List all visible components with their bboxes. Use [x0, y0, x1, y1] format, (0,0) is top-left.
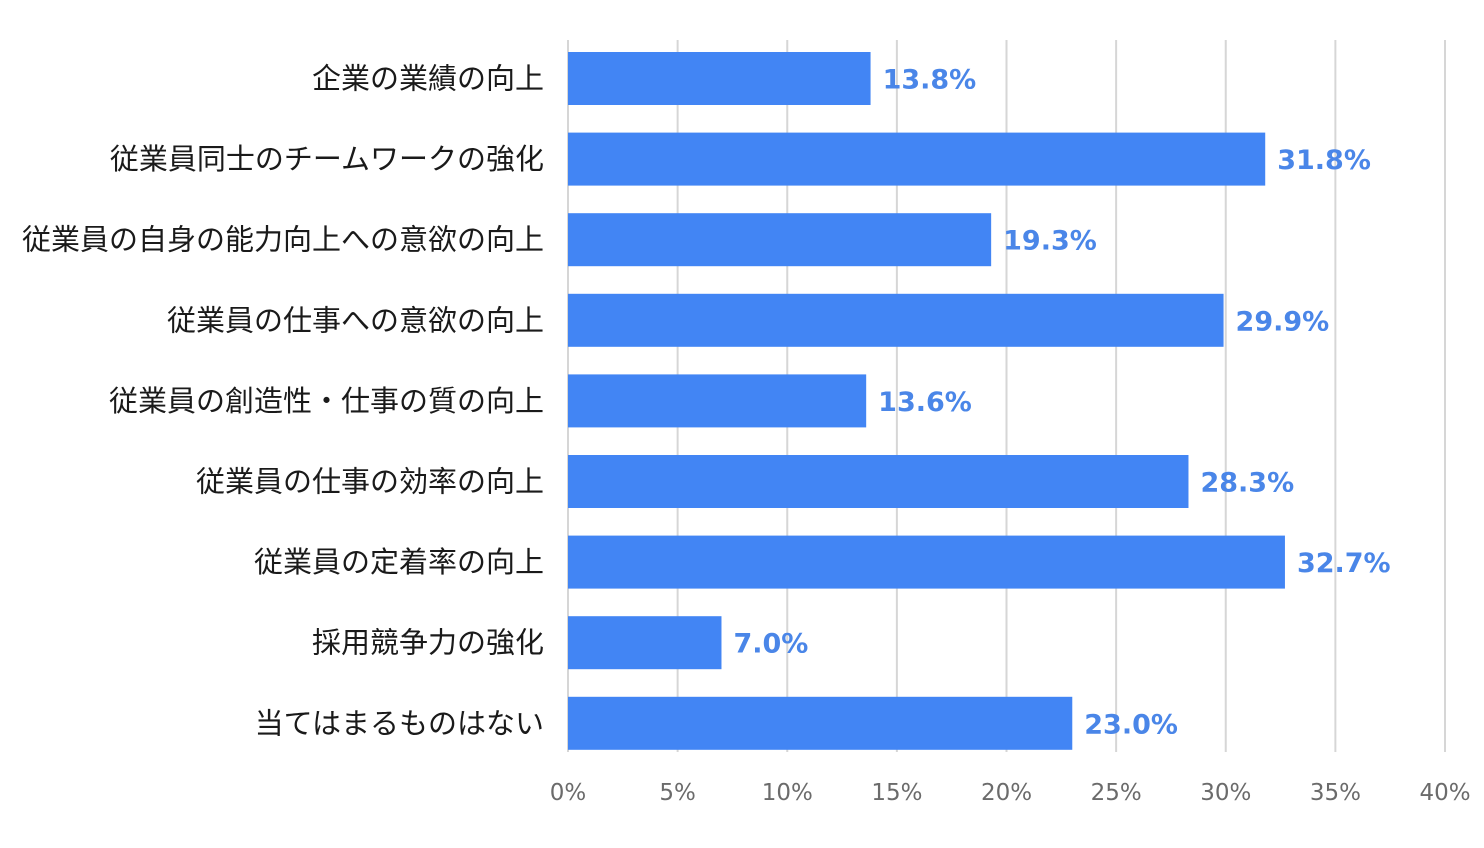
- x-tick-label: 20%: [981, 780, 1032, 806]
- value-label: 28.3%: [1200, 468, 1294, 499]
- category-label: 採用競争力の強化: [312, 626, 544, 660]
- value-labels: 13.8% 31.8% 19.3% 29.9% 13.6% 28.3% 32.7% 7.0% 2…: [733, 65, 1390, 741]
- category-label: 当てはまるものはない: [255, 706, 544, 740]
- category-label: 従業員の仕事の効率の向上: [196, 465, 544, 499]
- category-label: 従業員の自身の能力向上への意欲の向上: [22, 223, 544, 257]
- bar: [568, 374, 867, 428]
- bar: [568, 616, 722, 670]
- value-label: 13.6%: [878, 387, 972, 418]
- category-label: 従業員の仕事への意欲の向上: [167, 303, 544, 337]
- value-label: 19.3%: [1003, 226, 1097, 257]
- bar: [568, 293, 1224, 347]
- category-labels: 企業の業績の向上従業員同士のチームワークの強化従業員の自身の能力向上への意欲の向…: [22, 62, 544, 741]
- value-label: 29.9%: [1236, 306, 1330, 337]
- bar: [568, 132, 1266, 186]
- bar: [568, 52, 871, 105]
- x-axis-ticks: 0% 5% 10% 15% 20% 25% 30% 35% 40%: [550, 780, 1471, 806]
- x-tick-label: 40%: [1419, 780, 1470, 806]
- category-label: 従業員同士のチームワークの強化: [110, 142, 544, 176]
- x-tick-label: 25%: [1091, 780, 1142, 806]
- x-tick-label: 35%: [1310, 780, 1361, 806]
- category-label: 従業員の定着率の向上: [254, 545, 544, 579]
- category-label: 企業の業績の向上: [312, 62, 544, 96]
- x-tick-label: 30%: [1200, 780, 1251, 806]
- x-tick-label: 15%: [871, 780, 922, 806]
- value-label: 7.0%: [733, 629, 808, 660]
- bars: [568, 52, 1285, 750]
- value-label: 31.8%: [1277, 145, 1371, 176]
- bar: [568, 696, 1073, 750]
- x-tick-label: 5%: [659, 780, 696, 806]
- value-label: 32.7%: [1297, 548, 1391, 579]
- value-label: 13.8%: [883, 65, 977, 96]
- x-tick-label: 0%: [550, 780, 587, 806]
- x-tick-label: 10%: [762, 780, 813, 806]
- bar: [568, 535, 1285, 589]
- value-label: 23.0%: [1084, 709, 1178, 740]
- bar: [568, 455, 1189, 508]
- category-label: 従業員の創造性・仕事の質の向上: [109, 384, 544, 418]
- bar: [568, 213, 992, 267]
